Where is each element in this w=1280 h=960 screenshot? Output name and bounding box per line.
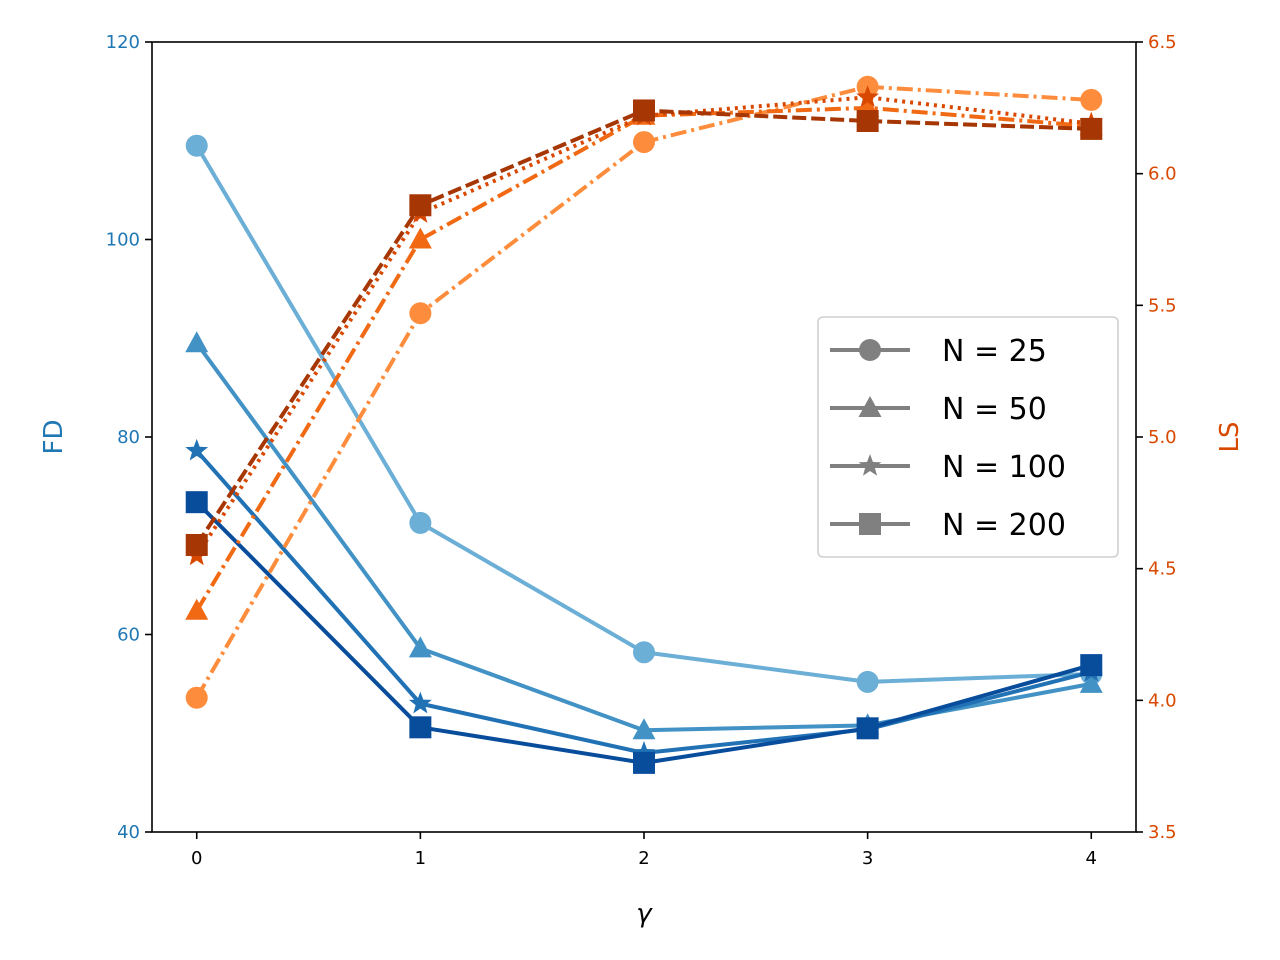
x-tick-label: 1 [415, 848, 426, 869]
legend-box [817, 316, 1119, 558]
data-point [185, 598, 209, 620]
data-point [1080, 88, 1103, 111]
data-point [633, 99, 655, 122]
data-point [409, 511, 432, 534]
series-layer [185, 75, 1103, 774]
data-point [185, 134, 208, 157]
series-ls-n-200 [185, 99, 1103, 556]
data-point [185, 491, 208, 514]
data-point [409, 716, 432, 739]
data-point [856, 670, 879, 693]
left-axis: 40 60 80 100 120 [106, 32, 152, 843]
legend-marker [858, 454, 882, 476]
data-point [1080, 654, 1103, 677]
data-point [185, 331, 209, 353]
data-point [1080, 117, 1103, 140]
left-tick-label: 120 [106, 32, 140, 53]
legend-entry: N = 50 [830, 392, 1047, 427]
legend-label: N = 50 [942, 392, 1047, 427]
data-point [632, 741, 656, 763]
right-tick-label: 5.5 [1148, 295, 1177, 316]
right-tick-label: 6.5 [1148, 32, 1177, 53]
legend-label: N = 100 [942, 450, 1066, 485]
data-point [856, 85, 880, 108]
x-tick-label: 0 [191, 848, 202, 869]
data-point [856, 110, 879, 132]
x-tick-label: 4 [1086, 848, 1097, 869]
data-point [856, 717, 879, 740]
x-axis-label: γ [636, 899, 653, 929]
legend-marker [858, 396, 882, 417]
legend-entry: N = 25 [830, 334, 1047, 369]
right-tick-label: 6.0 [1148, 164, 1177, 185]
data-point [633, 751, 655, 774]
right-tick-label: 3.5 [1148, 822, 1177, 843]
series-fd-n-200 [185, 491, 1103, 774]
left-tick-label: 80 [117, 427, 140, 448]
left-tick-label: 60 [117, 625, 140, 646]
data-point [185, 533, 208, 556]
legend-entry: N = 200 [830, 508, 1066, 543]
right-axis-label: LS [1215, 422, 1245, 453]
series-ls-n-25 [185, 75, 1103, 709]
x-axis: 0 1 2 3 4 [191, 832, 1097, 869]
data-point [1079, 671, 1103, 693]
x-tick-label: 3 [862, 848, 873, 869]
data-point [408, 227, 432, 249]
data-point [632, 718, 656, 740]
right-tick-label: 5.0 [1148, 427, 1177, 448]
data-point [408, 691, 432, 714]
left-axis-label: FD [39, 420, 69, 455]
legend-label: N = 200 [942, 508, 1066, 543]
left-tick-label: 100 [106, 230, 140, 251]
legend-marker [859, 339, 881, 361]
series-line [195, 95, 1092, 557]
data-point [633, 131, 655, 154]
legend-marker [859, 513, 881, 535]
right-tick-label: 4.0 [1148, 690, 1177, 711]
data-point [633, 641, 655, 664]
data-point [185, 686, 208, 709]
legend: N = 25 N = 50 N = 100 N = 200 [817, 316, 1119, 558]
data-point [409, 194, 432, 217]
data-point [409, 302, 432, 325]
legend-entry: N = 100 [830, 450, 1066, 485]
right-tick-label: 4.5 [1148, 559, 1177, 580]
data-point [185, 438, 209, 461]
right-axis: 3.5 4.0 4.5 5.0 5.5 6.0 6.5 [1136, 32, 1177, 843]
x-tick-label: 2 [638, 848, 649, 869]
data-point [408, 636, 432, 658]
legend-label: N = 25 [942, 334, 1047, 369]
left-tick-label: 40 [117, 822, 140, 843]
